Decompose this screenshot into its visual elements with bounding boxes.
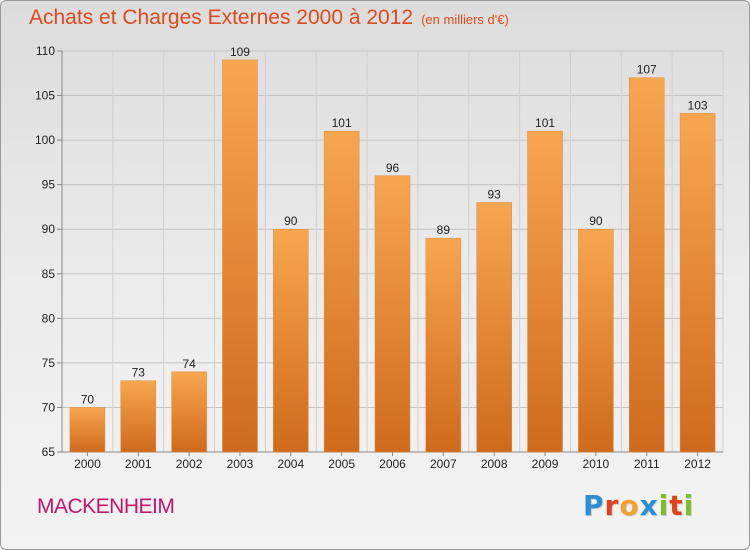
chart-title: Achats et Charges Externes 2000 à 2012 (e…: [29, 6, 509, 30]
x-tick-label: 2009: [532, 457, 559, 471]
y-tick-label: 85: [42, 267, 56, 281]
x-tick-label: 2008: [481, 457, 508, 471]
x-tick-label: 2004: [277, 457, 304, 471]
bar-value-label: 103: [688, 98, 708, 112]
bar-value-label: 93: [488, 187, 502, 201]
y-tick-label: 80: [42, 311, 56, 325]
logo-letter: r: [604, 489, 620, 522]
logo-letter: x: [639, 489, 659, 522]
bar-value-label: 96: [386, 161, 400, 175]
y-tick-label: 90: [42, 222, 56, 236]
x-tick-label: 2010: [583, 457, 610, 471]
chart-subtitle: (en milliers d'€): [421, 12, 509, 27]
bar: [323, 130, 360, 453]
x-tick-label: 2003: [227, 457, 254, 471]
bar: [273, 228, 309, 453]
x-tick-label: 2012: [684, 457, 711, 471]
bar: [222, 59, 258, 453]
x-tick-label: 2007: [430, 457, 457, 471]
chart-title-text: Achats et Charges Externes 2000 à 2012: [29, 6, 414, 29]
bar-value-label: 89: [437, 223, 451, 237]
y-tick-label: 70: [42, 400, 56, 414]
bar: [120, 380, 157, 453]
bar-value-label: 109: [230, 45, 250, 59]
x-tick-label: 2000: [74, 457, 101, 471]
bar: [628, 77, 665, 453]
bar: [578, 228, 614, 453]
x-tick-label: 2011: [634, 457, 660, 471]
bar: [476, 202, 512, 453]
y-tick-label: 95: [42, 178, 56, 192]
bar: [374, 175, 411, 453]
x-tick-label: 2002: [176, 457, 203, 471]
bar: [527, 130, 563, 453]
bar-value-label: 90: [589, 214, 603, 228]
y-tick-label: 65: [42, 445, 56, 459]
y-tick-label: 100: [35, 133, 55, 147]
logo-letter: t: [669, 489, 684, 522]
bar-value-label: 101: [535, 116, 555, 130]
bar: [425, 237, 462, 453]
bar: [69, 407, 106, 453]
bar-value-label: 101: [332, 116, 352, 130]
logo-letter: o: [619, 489, 640, 522]
logo-letter: i: [683, 489, 695, 522]
bar-value-label: 73: [132, 366, 146, 380]
bar-value-label: 74: [182, 357, 196, 371]
bar-value-label: 90: [284, 214, 298, 228]
labels: 65 70 75 80 85 90 95 100 105 110 70 2000 73 2001 74 200…: [35, 44, 711, 471]
x-tick-label: 2001: [125, 457, 152, 471]
bar-value-label: 107: [637, 63, 657, 77]
bar-value-label: 70: [81, 392, 95, 406]
logo-letter: i: [658, 489, 670, 522]
y-tick-label: 105: [35, 89, 55, 103]
x-tick-label: 2006: [379, 457, 406, 471]
bar: [171, 371, 207, 453]
bar: [679, 113, 716, 453]
x-tick-label: 2005: [328, 457, 355, 471]
y-tick-label: 75: [42, 356, 56, 370]
y-tick-label: 110: [36, 44, 55, 58]
proxiti-logo: Proxiti: [583, 489, 694, 522]
logo-letter: P: [583, 489, 605, 522]
place-name: MACKENHEIM: [37, 495, 175, 518]
bars: [69, 59, 716, 453]
